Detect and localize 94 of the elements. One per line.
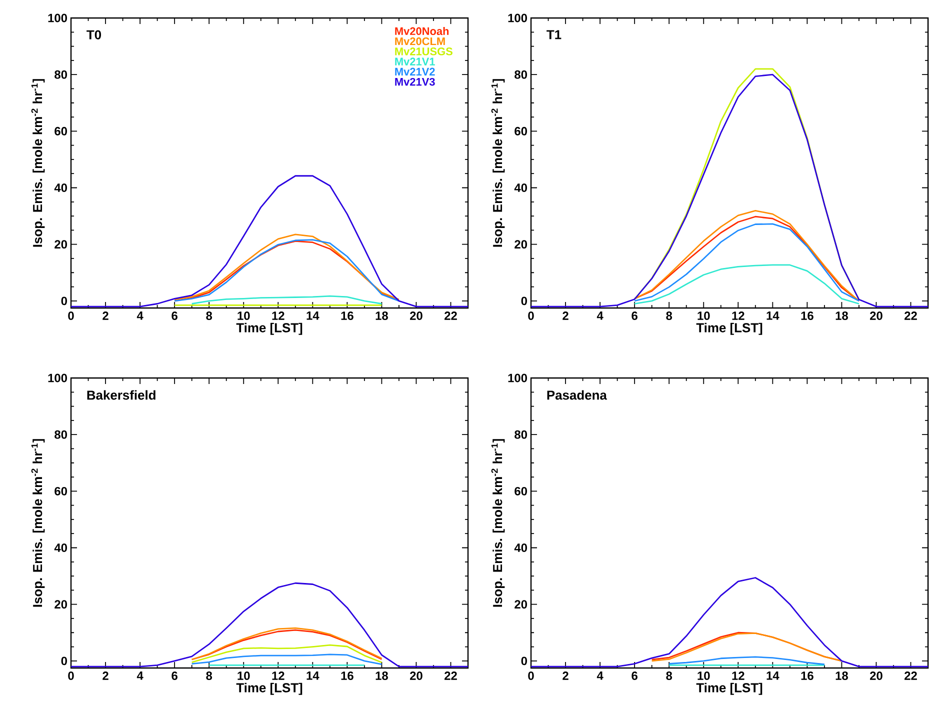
x-axis-title: Time [LST]: [696, 682, 762, 695]
x-tick-label: 2: [102, 672, 108, 680]
x-tick-label: 18: [376, 312, 388, 320]
x-tick-label: 6: [172, 312, 178, 320]
x-tick-label: 12: [732, 672, 744, 680]
text: T1: [546, 30, 562, 40]
x-tick-label: 20: [410, 672, 422, 680]
y-axis-title: Isop. Emis. [mole km$^{-2}$ hr$^{-1}$]: [31, 439, 45, 607]
x-tick-label: 8: [666, 672, 672, 680]
x-tick-label: 14: [766, 312, 780, 320]
text: Pasadena: [547, 390, 607, 400]
x-tick-label: 22: [904, 672, 917, 680]
y-tick-label: 100: [48, 374, 67, 382]
text: Mv21V1: [395, 58, 435, 66]
x-tick-label: 6: [172, 672, 178, 680]
x-tick-label: 8: [206, 312, 212, 320]
x-tick-label: 2: [562, 312, 568, 320]
text: Bakersfield: [87, 390, 156, 400]
x-tick-label: 8: [666, 312, 672, 320]
x-tick-label: 12: [272, 672, 284, 680]
y-tick-label: 80: [54, 430, 67, 439]
y-tick-label: 40: [514, 544, 527, 552]
x-tick-label: 14: [766, 672, 780, 680]
x-tick-label: 4: [136, 672, 144, 680]
x-tick-label: 16: [801, 672, 814, 680]
y-tick-label: 80: [514, 430, 527, 439]
y-tick-label: 20: [54, 600, 67, 609]
x-tick-label: 20: [870, 312, 882, 320]
x-tick-label: 18: [836, 672, 848, 680]
y-tick-label: 100: [48, 14, 67, 22]
line-series: [634, 264, 860, 304]
line-series: [191, 295, 382, 304]
line-series: [668, 656, 826, 666]
text: Mv21V2: [395, 68, 435, 76]
y-tick-label: 0: [521, 296, 527, 306]
x-tick-label: 0: [528, 312, 534, 320]
text: Mv21V3: [395, 78, 435, 86]
y-tick-label: 20: [514, 600, 527, 609]
y-tick-label: 0: [61, 656, 67, 666]
x-tick-label: 6: [632, 672, 638, 680]
x-tick-label: 10: [238, 672, 250, 680]
x-tick-label: 4: [596, 672, 604, 680]
x-tick-label: 16: [341, 312, 354, 320]
x-tick-label: 18: [836, 312, 848, 320]
x-tick-label: 6: [632, 312, 638, 320]
x-axis-title: Time [LST]: [236, 322, 302, 335]
x-tick-label: 18: [376, 672, 388, 680]
x-tick-label: 12: [272, 312, 284, 320]
text: Mv20Noah: [395, 26, 449, 36]
y-axis-title: Isop. Emis. [mole km$^{-2}$ hr$^{-1}$]: [491, 79, 505, 247]
x-tick-label: 22: [904, 312, 917, 320]
y-tick-label: 40: [54, 544, 67, 552]
x-tick-label: 20: [410, 312, 422, 320]
y-tick-label: 40: [54, 184, 67, 192]
x-tick-label: 14: [306, 672, 320, 680]
y-tick-label: 20: [514, 240, 527, 249]
x-tick-label: 12: [732, 312, 744, 320]
text: Mv21USGS: [395, 48, 452, 56]
y-tick-label: 0: [521, 656, 527, 666]
x-tick-label: 10: [238, 312, 250, 320]
text: T0: [86, 30, 102, 40]
x-tick-label: 8: [206, 672, 212, 680]
x-tick-label: 2: [562, 672, 568, 680]
y-tick-label: 20: [54, 240, 67, 249]
x-tick-label: 16: [801, 312, 814, 320]
y-tick-label: 60: [514, 486, 527, 496]
x-tick-label: 4: [136, 312, 144, 320]
x-tick-label: 2: [102, 312, 108, 320]
x-tick-label: 0: [68, 312, 74, 320]
y-axis-title: Isop. Emis. [mole km$^{-2}$ hr$^{-1}$]: [31, 79, 45, 247]
x-tick-label: 16: [341, 672, 354, 680]
y-tick-label: 60: [514, 126, 527, 136]
text: Mv20CLM: [395, 37, 445, 46]
y-axis-title: Isop. Emis. [mole km$^{-2}$ hr$^{-1}$]: [491, 439, 505, 607]
x-tick-label: 0: [528, 672, 534, 680]
y-tick-label: 80: [54, 70, 67, 79]
x-tick-label: 10: [698, 312, 710, 320]
y-tick-label: 80: [514, 70, 527, 79]
y-tick-label: 60: [54, 126, 67, 136]
x-tick-label: 22: [444, 672, 457, 680]
x-tick-label: 10: [698, 672, 710, 680]
x-axis-title: Time [LST]: [696, 322, 762, 335]
y-tick-label: 40: [514, 184, 527, 192]
x-axis-title: Time [LST]: [236, 682, 302, 695]
x-tick-label: 22: [444, 312, 457, 320]
x-tick-label: 14: [306, 312, 320, 320]
y-tick-label: 0: [61, 296, 67, 306]
y-tick-label: 100: [508, 374, 527, 382]
x-tick-label: 20: [870, 672, 882, 680]
x-tick-label: 4: [596, 312, 604, 320]
y-tick-label: 60: [54, 486, 67, 496]
y-tick-label: 100: [508, 14, 527, 22]
x-tick-label: 0: [68, 672, 74, 680]
line-series: [191, 644, 382, 664]
